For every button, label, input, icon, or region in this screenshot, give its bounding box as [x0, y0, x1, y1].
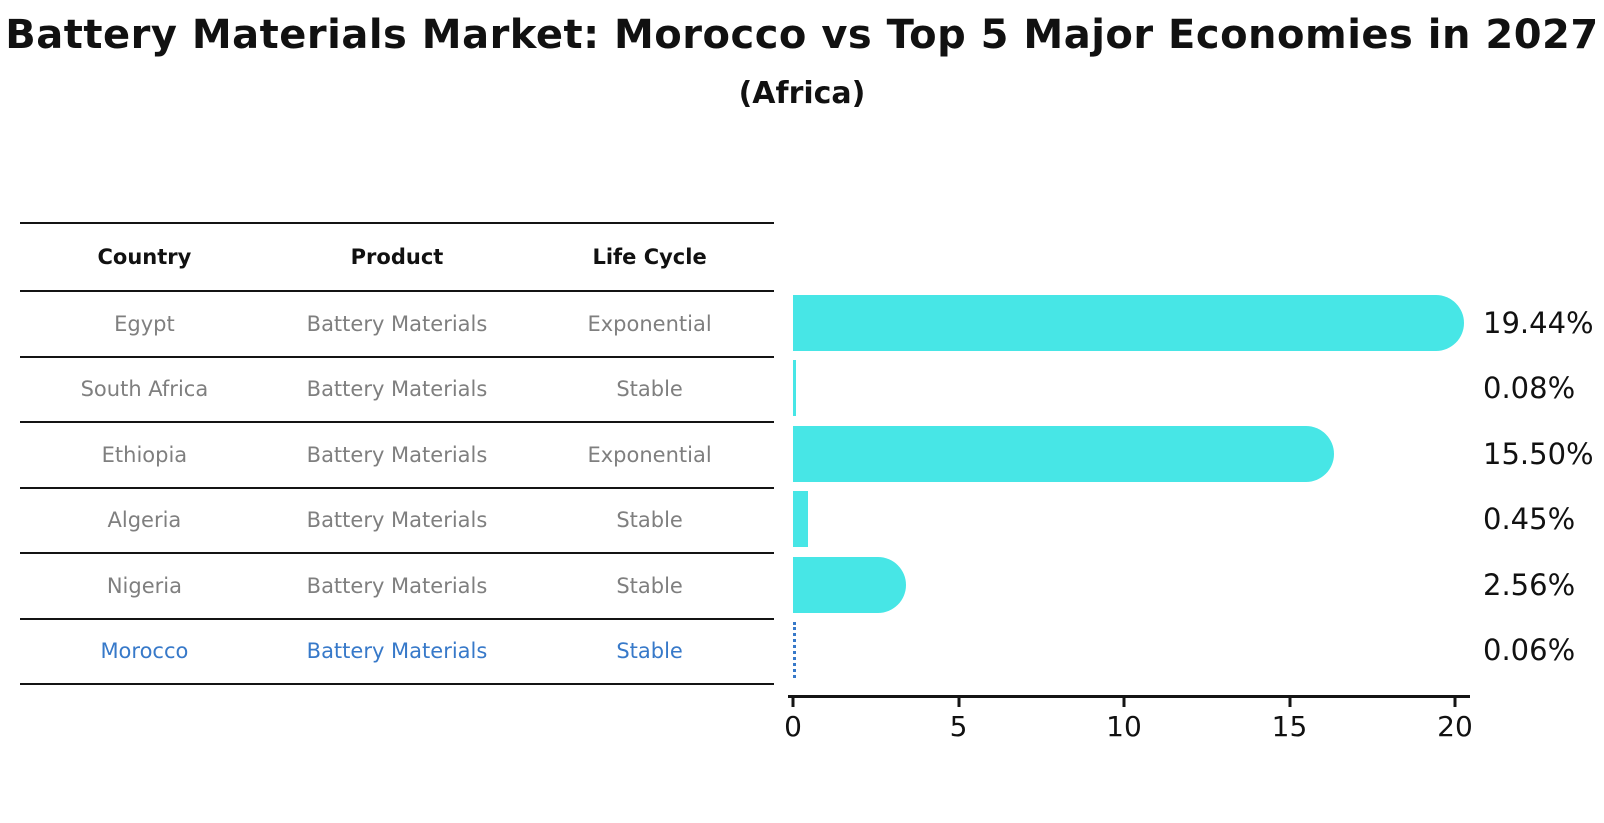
x-axis-tick [1453, 698, 1457, 707]
bar [793, 360, 796, 417]
x-axis-tick-label: 0 [784, 710, 802, 743]
table-row: Ethiopia Battery Materials Exponential [20, 423, 774, 489]
column-header-product: Product [350, 245, 444, 269]
table-row-morocco: Morocco Battery Materials Stable [20, 620, 774, 685]
cell-product: Battery Materials [306, 377, 488, 402]
bar-row: 2.56% [793, 552, 1575, 618]
cell-product: Battery Materials [306, 311, 488, 336]
table-row: Algeria Battery Materials Stable [20, 489, 774, 554]
x-axis-tick-label: 15 [1271, 710, 1308, 743]
bar-plot-area: 19.44% 0.08% 15.50% 0.45% 2.56% 0.06% [793, 290, 1594, 684]
table-row: South Africa Battery Materials Stable [20, 358, 774, 423]
country-table: Country Product Life Cycle Egypt Battery… [20, 222, 774, 685]
x-axis-tick [1122, 698, 1126, 707]
bar-value-label: 0.06% [1483, 633, 1576, 668]
cell-life-cycle: Stable [616, 639, 683, 664]
cell-product: Battery Materials [306, 639, 488, 664]
chart-title: Battery Materials Market: Morocco vs Top… [5, 12, 1599, 58]
table-header-row: Country Product Life Cycle [20, 224, 774, 292]
cell-country: Algeria [107, 508, 182, 533]
cell-country: Nigeria [106, 573, 182, 598]
x-axis-tick [957, 698, 960, 707]
x-axis-tick-label: 10 [1106, 710, 1142, 743]
table-row: Egypt Battery Materials Exponential [20, 292, 774, 358]
x-axis-tick [1288, 698, 1291, 707]
table-row: Nigeria Battery Materials Stable [20, 554, 774, 620]
cell-product: Battery Materials [306, 442, 488, 467]
bar [793, 556, 906, 613]
bar [793, 294, 1465, 351]
cell-country: Morocco [100, 639, 189, 664]
bar-row-morocco: 0.06% [793, 618, 1575, 684]
bar-row: 15.50% [793, 421, 1594, 487]
bar [793, 622, 796, 679]
x-axis: 0 5 10 15 20 [784, 698, 1473, 748]
bar-value-label: 2.56% [1483, 567, 1576, 602]
x-axis-line [788, 695, 1470, 698]
cell-product: Battery Materials [306, 508, 488, 533]
bar-row: 19.44% [793, 290, 1594, 356]
cell-life-cycle: Exponential [587, 442, 712, 467]
cell-life-cycle: Exponential [587, 311, 712, 336]
bar-value-label: 0.08% [1483, 371, 1576, 406]
bar [793, 425, 1335, 482]
bar-row: 0.45% [793, 487, 1575, 553]
chart-subtitle: (Africa) [738, 76, 866, 111]
x-axis-tick [791, 698, 795, 707]
bar [793, 491, 808, 548]
cell-country: Ethiopia [101, 442, 188, 467]
bar-value-label: 0.45% [1483, 502, 1576, 537]
x-axis-tick-label: 5 [949, 710, 968, 743]
cell-country: Egypt [114, 311, 175, 336]
cell-life-cycle: Stable [616, 573, 683, 598]
cell-country: South Africa [80, 377, 209, 402]
bar-value-label: 19.44% [1483, 305, 1594, 340]
cell-life-cycle: Stable [616, 377, 683, 402]
column-header-life-cycle: Life Cycle [592, 245, 707, 269]
x-axis-tick-label: 20 [1437, 710, 1473, 743]
bar-value-label: 15.50% [1483, 436, 1594, 471]
cell-product: Battery Materials [306, 573, 488, 598]
cell-life-cycle: Stable [616, 508, 683, 533]
bar-row: 0.08% [793, 356, 1575, 422]
column-header-country: Country [97, 245, 192, 269]
